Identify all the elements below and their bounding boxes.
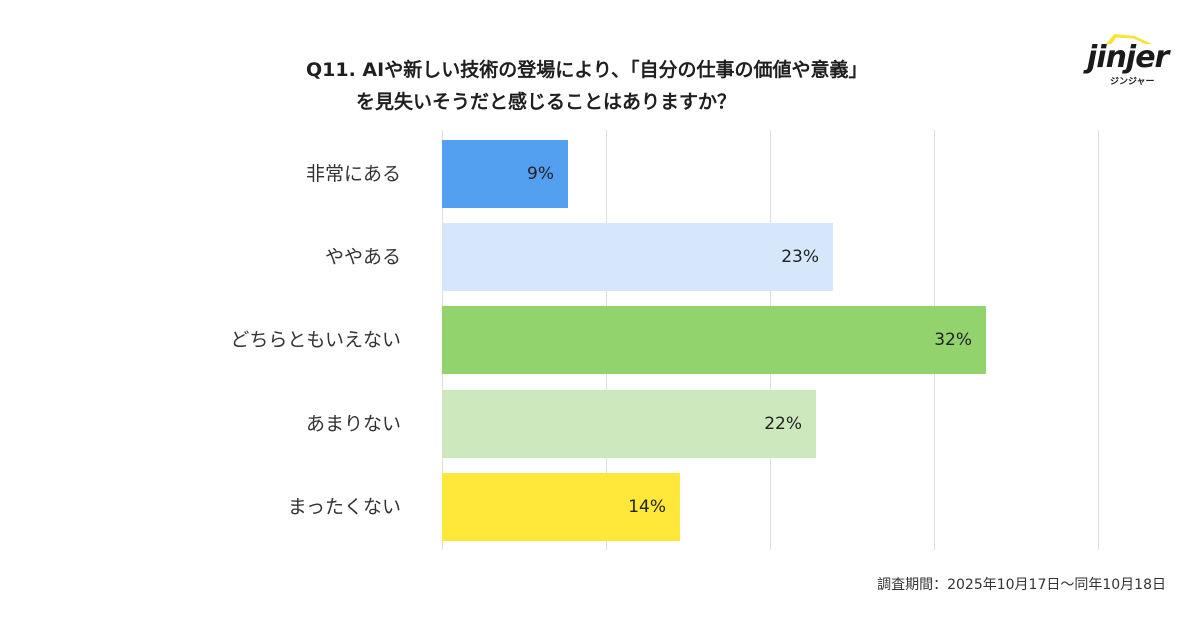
category-label: まったくない xyxy=(287,496,401,518)
bar-value-label: 14% xyxy=(628,497,666,517)
bar xyxy=(442,223,833,291)
category-label: あまりない xyxy=(305,413,401,435)
gridline xyxy=(1098,130,1099,550)
category-label: ややある xyxy=(324,246,401,268)
logo-kana: ジンジャー xyxy=(1110,77,1155,87)
bar xyxy=(442,473,680,541)
category-label: 非常にある xyxy=(305,163,401,185)
bar xyxy=(442,306,986,374)
bar-value-label: 22% xyxy=(764,414,802,434)
bar-value-label: 9% xyxy=(527,164,554,184)
bar-value-label: 32% xyxy=(934,330,972,350)
bar-value-label: 23% xyxy=(781,247,819,267)
chart-title-line1: Q11. AIや新しい技術の登場により、「自分の仕事の価値や意義」 xyxy=(306,59,868,81)
bar-chart-plot: 9% 23% 32% 22% 14% xyxy=(442,130,1102,550)
logo-wordmark: jinjer xyxy=(1087,40,1169,75)
bar xyxy=(442,140,568,208)
bar xyxy=(442,390,816,458)
survey-period-note: 調査期間：2025年10月17日〜同年10月18日 xyxy=(877,577,1166,593)
jinjer-logo: jinjer ジンジャー xyxy=(1084,30,1176,87)
category-label: どちらともいえない xyxy=(230,329,401,351)
chart-title-line2: を見失いそうだと感じることはありますか？ xyxy=(356,91,737,113)
